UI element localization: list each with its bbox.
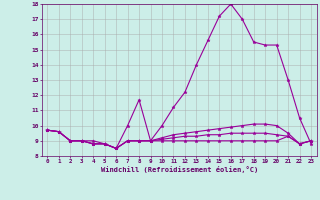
X-axis label: Windchill (Refroidissement éolien,°C): Windchill (Refroidissement éolien,°C)	[100, 166, 258, 173]
